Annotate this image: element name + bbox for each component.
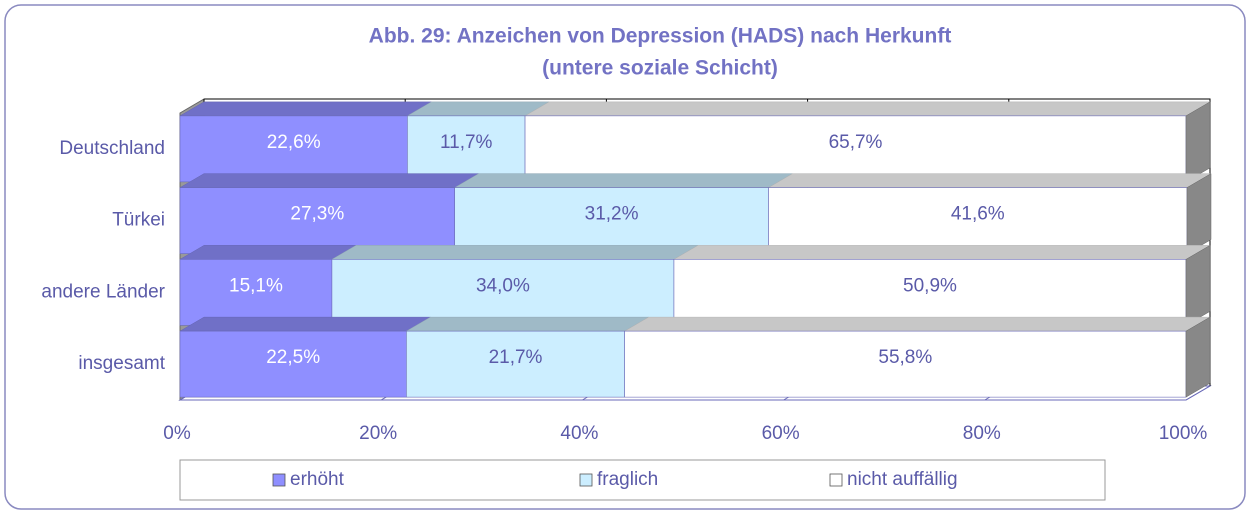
legend-label: erhöht bbox=[290, 469, 345, 490]
data-label: 22,6% bbox=[267, 132, 321, 153]
bar-top bbox=[405, 316, 650, 332]
bar bbox=[624, 330, 1187, 398]
data-label: 31,2% bbox=[585, 204, 639, 225]
bar-top bbox=[179, 173, 480, 188]
bar bbox=[179, 187, 455, 254]
bar-top bbox=[179, 316, 432, 332]
bar bbox=[673, 259, 1187, 326]
chart-subtitle: (untere soziale Schicht) bbox=[542, 57, 778, 80]
legend-label: fraglich bbox=[597, 469, 658, 490]
data-label: 41,6% bbox=[951, 204, 1005, 225]
bar-end bbox=[1185, 244, 1211, 326]
data-label: 27,3% bbox=[290, 204, 344, 225]
bar-top bbox=[767, 173, 1212, 188]
x-tick-label: 80% bbox=[963, 423, 1001, 444]
bar-top bbox=[330, 245, 699, 260]
bar bbox=[179, 330, 407, 398]
legend-swatch bbox=[272, 473, 286, 487]
bar-top bbox=[623, 316, 1211, 332]
chart-title: Abb. 29: Anzeichen von Depression (HADS)… bbox=[369, 25, 952, 48]
bar bbox=[179, 115, 408, 183]
bar bbox=[406, 330, 625, 398]
y-tick-label: Deutschland bbox=[59, 138, 165, 159]
bar-top bbox=[524, 101, 1211, 117]
bar-end bbox=[1185, 101, 1211, 183]
data-label: 15,1% bbox=[229, 275, 283, 296]
x-tick-label: 20% bbox=[359, 423, 397, 444]
bar bbox=[179, 259, 333, 326]
data-label: 55,8% bbox=[878, 347, 932, 368]
bar bbox=[768, 187, 1188, 254]
bar-top bbox=[453, 173, 794, 188]
bar bbox=[331, 259, 675, 326]
y-tick-label: insgesamt bbox=[78, 353, 165, 374]
y-tick-label: andere Länder bbox=[41, 281, 165, 302]
data-label: 50,9% bbox=[903, 275, 957, 296]
x-tick-label: 40% bbox=[560, 423, 598, 444]
x-tick-label: 100% bbox=[1159, 423, 1208, 444]
data-label: 22,5% bbox=[266, 347, 320, 368]
bar-end bbox=[1186, 173, 1212, 255]
data-label: 11,7% bbox=[440, 132, 493, 153]
bar bbox=[454, 187, 769, 254]
bar-top bbox=[406, 101, 550, 117]
bar-top bbox=[179, 245, 357, 260]
data-label: 65,7% bbox=[829, 132, 883, 153]
bar bbox=[407, 115, 526, 183]
bar-top bbox=[179, 101, 433, 117]
y-tick-label: Türkei bbox=[112, 210, 165, 231]
x-tick-label: 0% bbox=[163, 423, 191, 444]
legend-swatch bbox=[829, 473, 843, 487]
legend-swatch bbox=[579, 473, 593, 487]
bar-end bbox=[1185, 316, 1211, 398]
x-tick bbox=[1185, 385, 1211, 401]
legend-box bbox=[179, 459, 1106, 501]
x-tick-label: 60% bbox=[762, 423, 800, 444]
data-label: 34,0% bbox=[476, 275, 530, 296]
bar bbox=[524, 115, 1187, 183]
bar-top bbox=[673, 245, 1211, 260]
legend-label: nicht auffällig bbox=[847, 469, 958, 490]
data-label: 21,7% bbox=[489, 347, 543, 368]
